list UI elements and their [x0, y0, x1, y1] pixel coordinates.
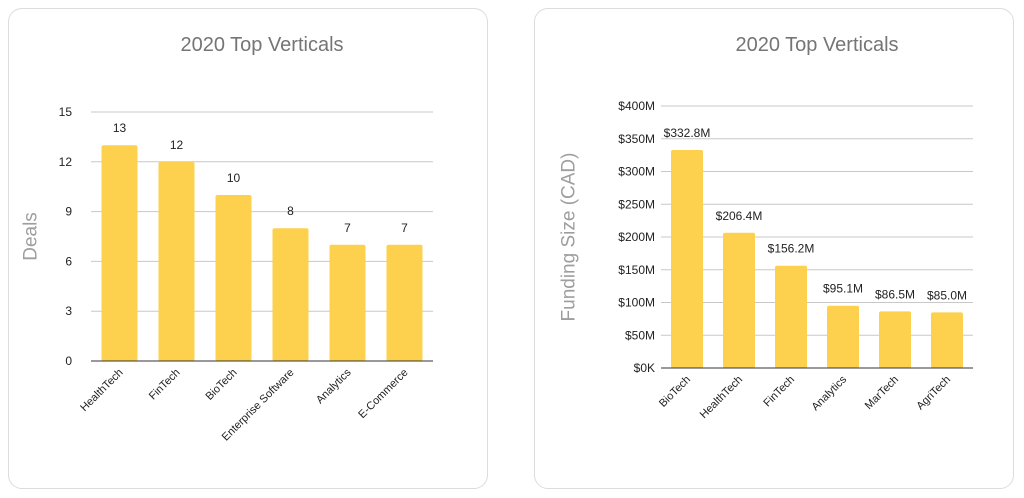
- x-category-label: AgriTech: [914, 374, 953, 413]
- y-tick-label: 6: [65, 254, 72, 268]
- x-category-label: Analytics: [810, 373, 850, 413]
- x-category-label: BioTech: [657, 374, 693, 410]
- y-tick-label: $350M: [618, 132, 655, 146]
- y-tick-label: $400M: [618, 99, 655, 113]
- x-category-label: MarTech: [863, 374, 901, 412]
- bar-value-label: 10: [227, 171, 241, 185]
- bar: [931, 312, 963, 368]
- bar-value-label: $86.5M: [875, 287, 915, 301]
- x-category-label: HealthTech: [78, 367, 125, 414]
- y-tick-label: 12: [59, 155, 73, 169]
- bar: [386, 244, 423, 361]
- bar-value-label: $156.2M: [768, 242, 815, 256]
- chart-title: 2020 Top Verticals: [180, 34, 343, 56]
- bar: [879, 311, 911, 368]
- bar-value-label: $85.0M: [927, 288, 967, 302]
- bar: [723, 232, 755, 368]
- bar-value-label: 7: [344, 221, 351, 235]
- deals-chart-card: 2020 Top Verticals Deals 0 3 6 9 12 15 13 HealthT…: [8, 8, 488, 489]
- x-category-label: FinTech: [147, 367, 183, 403]
- y-axis-label: Deals: [21, 212, 42, 261]
- y-tick-label: 3: [65, 304, 72, 318]
- y-axis-label: Funding Size (CAD): [559, 153, 580, 322]
- y-tick-label: 15: [59, 105, 73, 119]
- funding-chart-card: 2020 Top Verticals Funding Size (CAD) $0K $…: [534, 8, 1014, 489]
- y-tick-label: 0: [65, 354, 72, 368]
- x-category-label: BioTech: [203, 367, 239, 403]
- x-category-label: HealthTech: [698, 374, 745, 421]
- y-tick-label: 9: [65, 205, 72, 219]
- y-tick-label: $250M: [618, 197, 655, 211]
- bar: [329, 244, 366, 361]
- bar: [272, 228, 309, 361]
- bar-value-label: 7: [401, 221, 408, 235]
- funding-chart: 2020 Top Verticals Funding Size (CAD) $0K $…: [559, 34, 973, 421]
- bar-value-label: 13: [113, 121, 127, 135]
- deals-chart: 2020 Top Verticals Deals 0 3 6 9 12 15 13 HealthT…: [21, 34, 433, 443]
- bar-value-label: 8: [287, 204, 294, 218]
- bar: [775, 265, 807, 368]
- bar: [671, 150, 703, 368]
- bar: [158, 161, 195, 361]
- y-tick-label: $50M: [625, 328, 655, 342]
- y-tick-label: $200M: [618, 230, 655, 244]
- y-tick-label: $300M: [618, 165, 655, 179]
- y-tick-label: $100M: [618, 296, 655, 310]
- x-category-label: E-Commerce: [356, 367, 410, 421]
- bar-value-label: 12: [170, 138, 184, 152]
- bar-value-label: $206.4M: [716, 209, 763, 223]
- chart-title: 2020 Top Verticals: [735, 34, 898, 56]
- bar: [827, 305, 859, 368]
- x-category-label: FinTech: [761, 374, 797, 410]
- bar: [215, 195, 252, 361]
- y-tick-label: $150M: [618, 263, 655, 277]
- bar: [101, 145, 138, 361]
- x-category-label: Analytics: [314, 366, 354, 406]
- bar-value-label: $332.8M: [664, 126, 711, 140]
- y-tick-label: $0K: [634, 361, 655, 375]
- bar-value-label: $95.1M: [823, 282, 863, 296]
